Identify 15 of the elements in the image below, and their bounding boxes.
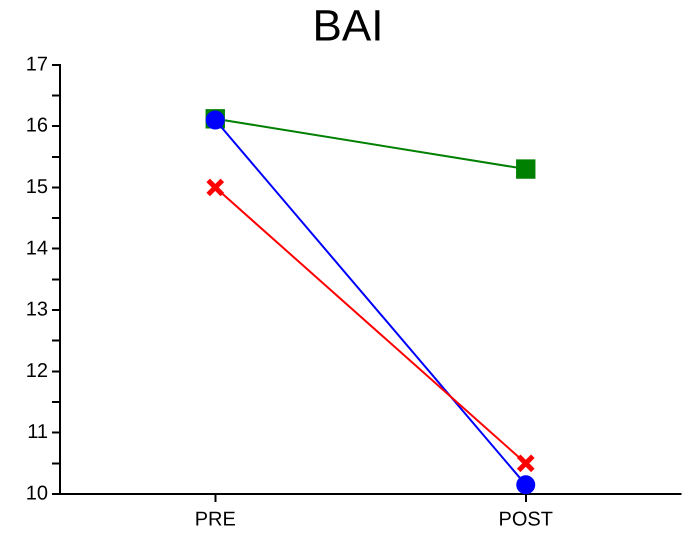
chart-title: BAI [312,2,384,51]
point [206,178,225,197]
x-tick-label: POST [498,508,553,531]
point [516,475,536,494]
y-tick-label: 10 [26,482,48,505]
point [516,454,536,473]
y-tick-label: 14 [26,237,48,260]
y-tick-label: 13 [26,298,48,321]
y-tick-label: 16 [26,114,48,137]
y-tick-label: 12 [26,360,48,382]
y-tick-label: 11 [27,421,48,444]
y-tick-label: 15 [26,176,48,198]
point [516,159,536,179]
x-tick-label: PRE [194,508,236,531]
y-tick-label: 17 [26,53,48,76]
